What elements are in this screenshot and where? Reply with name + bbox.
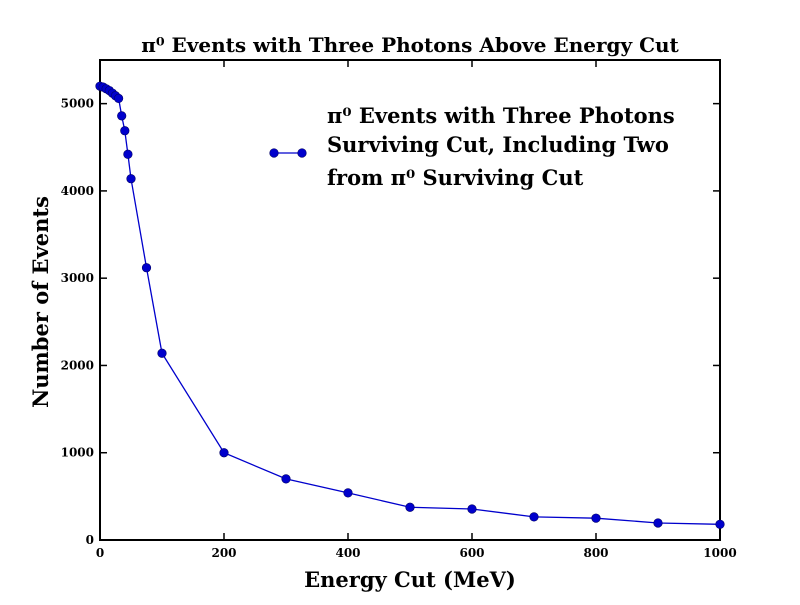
x-tick-label: 0 — [96, 546, 104, 560]
data-series — [95, 81, 725, 529]
x-axis-label: Energy Cut (MeV) — [304, 567, 516, 592]
legend-label-line: Surviving Cut, Including Two — [327, 132, 669, 157]
data-point — [343, 488, 353, 498]
data-point — [653, 518, 663, 528]
data-point — [467, 504, 477, 514]
data-point — [113, 93, 124, 103]
y-tick-label: 3000 — [61, 271, 94, 285]
plot-frame — [99, 59, 721, 541]
data-point — [157, 348, 167, 358]
y-tick-label: 5000 — [61, 97, 94, 111]
legend-label-line: π⁰ Events with Three Photons — [327, 103, 675, 128]
legend-marker — [297, 148, 307, 158]
y-tick-label: 0 — [86, 533, 94, 547]
x-tick-label: 800 — [583, 546, 608, 560]
data-point — [126, 174, 136, 184]
data-point — [405, 502, 415, 512]
y-tick-label: 1000 — [61, 446, 94, 460]
data-point — [123, 149, 133, 159]
y-axis-label: Number of Events — [28, 196, 53, 408]
data-point — [529, 512, 539, 522]
x-tick-label: 600 — [459, 546, 484, 560]
data-point — [141, 263, 152, 273]
y-tick-label: 2000 — [61, 358, 94, 372]
chart-title: π⁰ Events with Three Photons Above Energ… — [141, 33, 679, 57]
data-point — [281, 474, 291, 484]
x-tick-label: 400 — [335, 546, 360, 560]
legend-label-line: from π⁰ Surviving Cut — [327, 165, 584, 190]
legend-marker — [269, 148, 279, 158]
chart-title-text: π⁰ Events with Three Photons Above Energ… — [141, 33, 679, 57]
axis-tick-labels: 0 200 400 600 800 1000 0 1000 2000 3000 4000 5000 — [61, 97, 737, 560]
legend: π⁰ Events with Three Photons Surviving Cu… — [269, 103, 675, 190]
x-tick-label: 200 — [211, 546, 236, 560]
axis-ticks — [99, 60, 721, 541]
y-tick-label: 4000 — [61, 184, 94, 198]
data-point — [219, 448, 229, 458]
data-point — [120, 126, 130, 136]
data-point — [715, 519, 725, 529]
data-point — [591, 513, 601, 523]
data-point — [117, 111, 127, 121]
x-tick-label: 1000 — [703, 546, 736, 560]
